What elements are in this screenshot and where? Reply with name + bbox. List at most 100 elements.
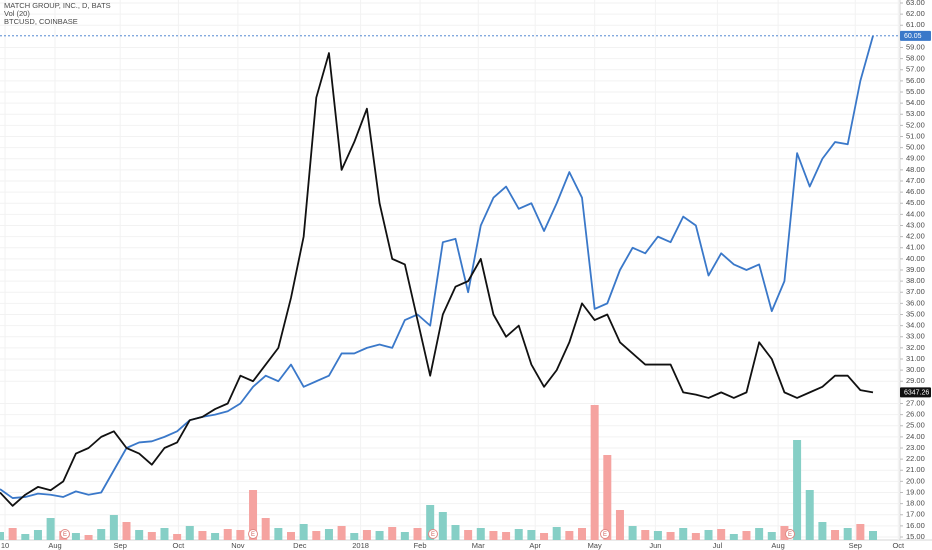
volume-bar	[856, 524, 865, 540]
volume-bar	[337, 526, 346, 540]
volume-bar	[71, 533, 80, 540]
last-price-box	[900, 30, 931, 41]
y-tick-label: 47.00	[906, 176, 925, 185]
volume-bar	[679, 528, 688, 540]
volume-bar	[843, 528, 852, 540]
y-tick-label: 59.00	[906, 42, 925, 51]
y-tick-label: 15.00	[906, 532, 925, 541]
earnings-marker	[60, 529, 70, 539]
earnings-label: E	[63, 532, 67, 538]
y-tick-label: 16.00	[906, 521, 925, 530]
y-tick-label: 58.00	[906, 54, 925, 63]
y-tick-label: 55.00	[906, 87, 925, 96]
volume-bar	[552, 527, 561, 540]
volume-bar	[590, 405, 599, 540]
volume-bar	[109, 515, 118, 540]
x-tick-label: Oct	[173, 541, 186, 550]
volume-bar	[223, 529, 232, 540]
y-tick-label: 21.00	[906, 465, 925, 474]
x-tick-label: Sep	[114, 541, 127, 550]
y-tick-label: 40.00	[906, 254, 925, 263]
x-tick-label: 10	[1, 541, 9, 550]
y-tick-label: 51.00	[906, 131, 925, 140]
y-tick-label: 56.00	[906, 76, 925, 85]
volume-bar	[767, 532, 776, 540]
volume-bar	[717, 529, 726, 540]
volume-bar	[46, 518, 55, 540]
price-line	[0, 52, 874, 507]
volume-bar	[198, 531, 207, 540]
lines	[0, 35, 900, 507]
volume-bar	[641, 530, 650, 540]
y-tick-label: 45.00	[906, 198, 925, 207]
earnings-marker	[600, 529, 610, 539]
volume-bar	[388, 527, 397, 540]
y-tick-label: 25.00	[906, 421, 925, 430]
x-tick-label: Feb	[414, 541, 427, 550]
y-tick-label: 54.00	[906, 98, 925, 107]
y-tick-label: 61.00	[906, 20, 925, 29]
volume-bar	[805, 490, 814, 540]
volume-bar	[413, 528, 422, 540]
earnings-marker	[428, 529, 438, 539]
volume-bar	[502, 532, 511, 540]
volume-bar	[135, 530, 144, 540]
x-tick-label: Dec	[293, 541, 307, 550]
volume-bar	[299, 524, 308, 540]
y-tick-label: 26.00	[906, 410, 925, 419]
y-tick-label: 35.00	[906, 309, 925, 318]
volume-bar	[8, 528, 17, 540]
volume-bar	[287, 532, 295, 540]
earnings-marker	[248, 529, 258, 539]
y-tick-label: 19.00	[906, 487, 925, 496]
y-tick-label: 27.00	[906, 398, 925, 407]
y-tick-label: 39.00	[906, 265, 925, 274]
y-tick-label: 24.00	[906, 432, 925, 441]
volume-bar	[33, 530, 42, 540]
y-tick-label: 53.00	[906, 109, 925, 118]
y-tick-label: 29.00	[906, 376, 925, 385]
earnings-label: E	[603, 532, 607, 538]
volume-bar	[426, 505, 435, 540]
volume-bar	[375, 531, 384, 540]
y-tick-label: 23.00	[906, 443, 925, 452]
volume-bar	[603, 455, 612, 540]
volume-bar	[755, 528, 764, 540]
y-tick-label: 18.00	[906, 499, 925, 508]
volume-bar	[312, 531, 321, 540]
volume-bar	[729, 534, 738, 540]
volume-bar	[653, 531, 662, 540]
volume-bar	[578, 528, 586, 540]
earnings-label: E	[788, 532, 792, 538]
volume-bar	[704, 530, 713, 540]
earnings-label: E	[431, 532, 435, 538]
x-tick-label: Nov	[231, 541, 245, 550]
volume-bar	[84, 535, 93, 540]
last-price-box	[900, 387, 931, 398]
volume-bar	[464, 530, 473, 540]
volume-bar	[793, 440, 802, 540]
y-tick-label: 36.00	[906, 298, 925, 307]
y-tick-label: 20.00	[906, 476, 925, 485]
earnings-marker	[785, 529, 795, 539]
volume-bar	[438, 512, 447, 540]
earnings-label: E	[251, 532, 255, 538]
y-tick-label: 31.00	[906, 354, 925, 363]
y-tick-label: 62.00	[906, 9, 925, 18]
volume-bar	[666, 532, 675, 540]
volume-bar	[160, 528, 169, 540]
volume-bar	[476, 528, 485, 540]
y-tick-label: 34.00	[906, 321, 925, 330]
volume-bar	[350, 533, 359, 540]
volume-bar	[236, 530, 245, 540]
volume-bar	[615, 510, 624, 540]
x-tick-label: Sep	[849, 541, 862, 550]
volume-bar	[261, 518, 270, 540]
volume-bar	[818, 522, 827, 540]
volume-bar	[362, 530, 371, 540]
volume-bar	[527, 530, 536, 540]
y-tick-label: 30.00	[906, 365, 925, 374]
